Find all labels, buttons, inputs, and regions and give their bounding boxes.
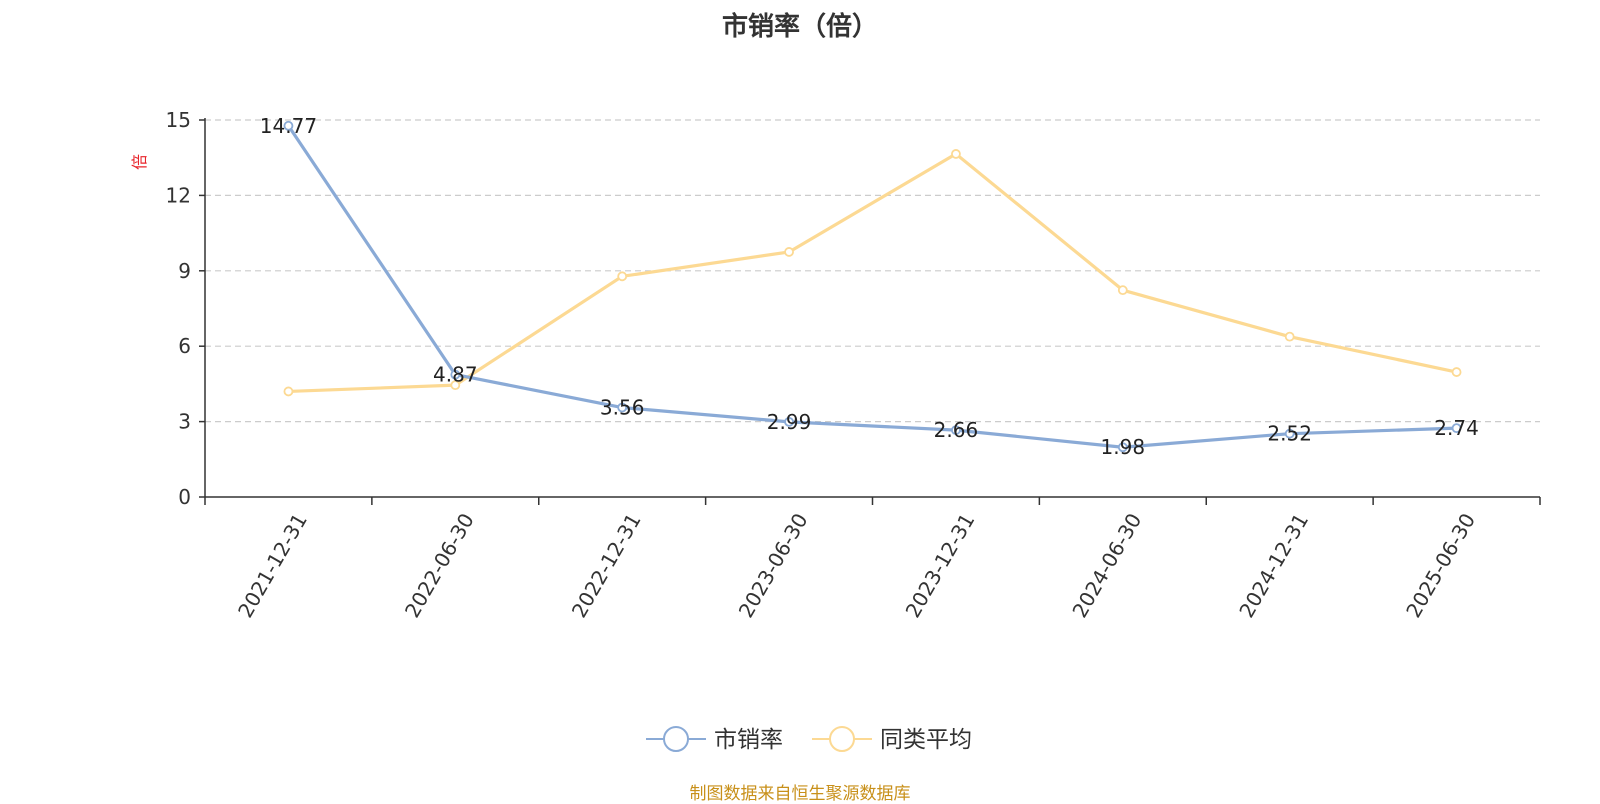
- data-point: [1284, 428, 1295, 439]
- data-point: [1451, 423, 1462, 434]
- series-points: [283, 120, 1462, 453]
- data-point: [784, 247, 794, 257]
- data-label: 14.77: [260, 114, 317, 138]
- data-point: [617, 402, 628, 413]
- data-label: 2.74: [1434, 416, 1479, 440]
- y-tick-label: 6: [178, 334, 191, 358]
- data-point: [283, 386, 294, 397]
- legend-item-2[interactable]: 同类平均: [812, 726, 972, 753]
- axes: 0 3 6 9 12 15 倍 2021-12-31 2022-06-30 2022-12-31 2…: [130, 108, 1541, 622]
- x-tick-label: 2021-12-31: [233, 509, 312, 622]
- data-label: 1.98: [1101, 435, 1146, 459]
- x-tick-label: 2024-06-30: [1067, 509, 1146, 622]
- legend-marker: [663, 726, 689, 752]
- data-point: [1117, 442, 1128, 453]
- legend-label: 同类平均: [880, 727, 972, 753]
- series-line-2: [288, 152, 1457, 394]
- data-point: [450, 369, 461, 380]
- chart-title: 市销率（倍）: [721, 12, 878, 42]
- data-point: [450, 380, 461, 391]
- data-point: [283, 120, 294, 131]
- x-tick-label: 2024-12-31: [1234, 509, 1313, 622]
- grid-lines: [205, 119, 1540, 423]
- source-note: 制图数据来自恒生聚源数据库: [689, 784, 911, 804]
- series-lines: [287, 124, 1457, 449]
- data-label: 2.66: [934, 418, 979, 442]
- legend-label: 市销率: [714, 727, 783, 753]
- data-point: [951, 425, 961, 436]
- legend[interactable]: 市销率 同类平均: [646, 726, 972, 753]
- series-line-1: [287, 124, 1457, 449]
- y-tick-label: 0: [178, 485, 191, 509]
- data-label: 3.56: [600, 396, 645, 420]
- data-point: [784, 416, 794, 427]
- x-tick-label: 2022-06-30: [400, 509, 479, 622]
- y-tick-label: 15: [166, 108, 191, 132]
- data-point: [1451, 367, 1462, 377]
- data-label: 2.52: [1267, 422, 1312, 446]
- y-tick-label: 3: [178, 410, 191, 434]
- data-labels: 14.77 4.87 3.56 2.99 2.66 1.98 2.52 2.74: [260, 114, 1479, 459]
- y-tick-label: 12: [166, 183, 191, 207]
- legend-marker: [829, 726, 855, 752]
- legend-item-1[interactable]: 市销率: [646, 726, 783, 753]
- y-axis-unit: 倍: [130, 154, 149, 170]
- x-tick-label: 2022-12-31: [567, 509, 646, 622]
- data-point: [617, 271, 628, 282]
- x-tick-label: 2025-06-30: [1401, 509, 1480, 622]
- data-point: [951, 149, 961, 159]
- data-point: [1117, 285, 1128, 296]
- x-tick-label: 2023-12-31: [901, 509, 980, 622]
- x-tick-label: 2023-06-30: [734, 509, 813, 622]
- data-label: 4.87: [433, 363, 478, 387]
- data-label: 2.99: [767, 410, 812, 434]
- y-tick-label: 9: [178, 259, 191, 283]
- data-point: [1284, 331, 1295, 342]
